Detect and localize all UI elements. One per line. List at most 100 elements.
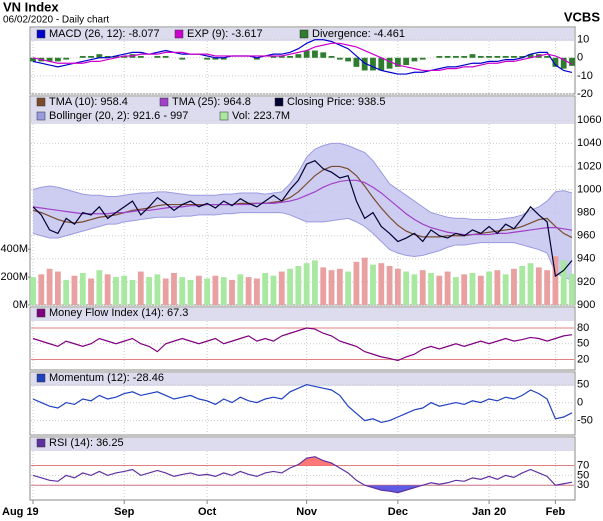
bar [544, 55, 551, 58]
y-tick-label: 920 [577, 276, 595, 288]
volume-bar [453, 277, 459, 305]
legend-label: TMA (10): 958.4 [49, 96, 128, 108]
bar [278, 55, 285, 58]
x-tick-label: Jan 20 [472, 506, 506, 518]
line [32, 179, 573, 236]
x-tick-label: Aug 19 [2, 506, 39, 518]
chart-title: VN Index [3, 0, 59, 14]
bar [104, 55, 111, 58]
legend-swatch [299, 29, 309, 39]
bar [569, 57, 575, 66]
volume-bar [353, 261, 360, 305]
line [32, 327, 573, 362]
bar [419, 57, 426, 60]
volume-bar [162, 278, 169, 305]
bar [79, 55, 86, 58]
volume-bar [129, 279, 136, 305]
legend-swatch [36, 373, 46, 383]
volume-bar [477, 275, 484, 305]
volume-bar [295, 265, 302, 305]
volume-bar [428, 272, 434, 305]
bar [461, 55, 468, 58]
volume-bar [394, 268, 401, 305]
volume-bar [403, 271, 410, 305]
bar [370, 57, 376, 71]
volume-bar [146, 277, 152, 305]
y-tick-label: 980 [577, 207, 595, 219]
y-tick-label: 50 [577, 469, 589, 481]
oversold-fill [364, 485, 423, 493]
bar [486, 55, 492, 58]
volume-bar [469, 272, 476, 305]
bar [527, 54, 534, 58]
volume-bar [195, 275, 202, 305]
volume-bar [96, 270, 103, 305]
y-tick-label: 50 [577, 379, 589, 391]
bar [121, 55, 128, 58]
legend-label: TMA (25): 964.8 [172, 96, 251, 108]
volume-bar [519, 265, 526, 305]
bar [204, 57, 211, 60]
bar [54, 57, 61, 62]
x-tick-label: Sep [114, 506, 134, 518]
bollinger-lower [32, 212, 573, 281]
legend-swatch [36, 308, 46, 318]
legend-strip [31, 97, 574, 124]
bar [179, 57, 186, 60]
bar [63, 57, 70, 60]
y2-tick-label: 0M [13, 299, 28, 311]
y-tick-label: -10 [577, 70, 593, 82]
volume-bar [370, 264, 376, 305]
bar [444, 55, 451, 58]
legend-strip [31, 373, 574, 386]
bar [137, 55, 144, 58]
y-tick-label: 70 [577, 459, 589, 471]
x-tick-label: Dec [388, 506, 408, 518]
volume-bar [544, 270, 551, 305]
line [32, 456, 573, 494]
volume-bar [552, 256, 559, 305]
volume-bar [345, 271, 352, 305]
y-tick-label: 0 [577, 52, 583, 64]
bar [469, 54, 476, 58]
volume-bar [270, 275, 277, 305]
volume-bar [278, 271, 285, 305]
bar [220, 57, 227, 60]
volume-bar [511, 268, 517, 305]
bar [162, 55, 169, 58]
legend-swatch [36, 29, 46, 39]
volume-bar [79, 272, 86, 305]
bar [270, 55, 277, 58]
legend-label: Momentum (12): -28.46 [49, 372, 164, 384]
volume-bar [527, 263, 534, 305]
bar [378, 57, 385, 71]
y-tick-label: -50 [577, 415, 593, 427]
legend-label: Bollinger (20, 2): 921.6 - 997 [49, 110, 188, 122]
bar [30, 57, 36, 62]
volume-bar [187, 279, 194, 305]
bar [511, 55, 517, 58]
y-tick-label: 1040 [577, 137, 601, 149]
legend-label: RSI (14): 36.25 [49, 437, 124, 449]
volume-bar [262, 272, 269, 305]
volume-bar [361, 257, 368, 305]
legend-swatch [36, 438, 46, 448]
x-tick-label: Oct [198, 506, 217, 518]
y-tick-label: 20 [577, 353, 589, 365]
volume-bar [113, 277, 119, 305]
y-tick-label: 1060 [577, 114, 601, 126]
volume-bar [179, 277, 186, 305]
bar [336, 57, 343, 60]
volume-bar [535, 267, 542, 305]
bar [345, 57, 352, 62]
volume-bar [121, 275, 128, 305]
y-tick-label: 80 [577, 322, 589, 334]
volume-bar [220, 277, 227, 305]
y-tick-label: 50 [577, 338, 589, 350]
bar [494, 55, 501, 58]
volume-bar [494, 270, 501, 305]
bar [312, 50, 318, 58]
bar [519, 55, 526, 58]
volume-bar [560, 260, 567, 305]
